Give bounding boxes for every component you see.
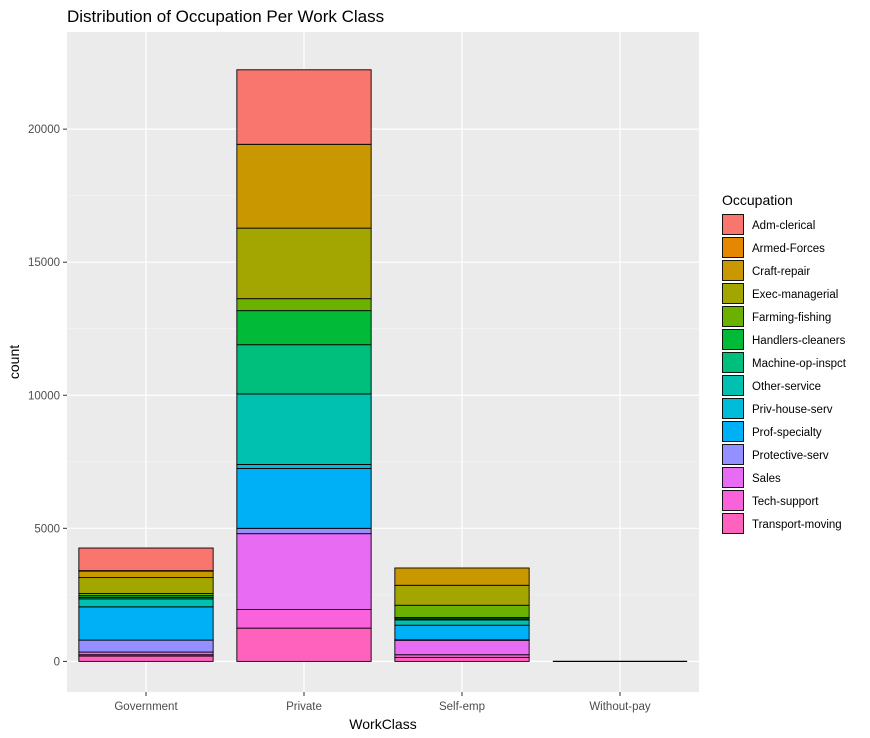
- bar-segment-sales: [394, 639, 530, 656]
- bar-segment-handlers-cleaners: [236, 310, 372, 346]
- x-axis: Government Private Self-emp Without-pay: [114, 692, 651, 713]
- legend: Occupation Adm-clerical Armed-Forces Craft…: [722, 192, 847, 534]
- legend-swatch: [722, 260, 744, 281]
- legend-label: Protective-serv: [752, 450, 829, 462]
- legend-label: Prof-specialty: [752, 427, 822, 439]
- bar-segment-other-service: [236, 393, 372, 465]
- x-tick-label: Government: [114, 701, 178, 713]
- legend-label: Armed-Forces: [752, 243, 825, 255]
- bar-segment-transport-moving: [394, 656, 530, 662]
- y-tick-label: 5000: [34, 523, 60, 535]
- legend-swatch: [722, 214, 744, 235]
- bar-segment-sales: [236, 533, 372, 610]
- legend-label: Exec-managerial: [752, 289, 838, 301]
- y-tick-label: 15000: [28, 257, 60, 269]
- bar-segment-adm-clerical: [236, 69, 372, 145]
- legend-swatch: [722, 375, 744, 396]
- legend-label: Farming-fishing: [752, 312, 831, 324]
- x-tick-label: Private: [286, 701, 322, 713]
- legend-label: Transport-moving: [752, 519, 842, 531]
- y-axis: 0 5000 10000 15000 20000: [28, 124, 67, 668]
- bar-segment-adm-clerical: [78, 547, 214, 572]
- bar-segment-craft-repair: [394, 567, 530, 586]
- bar-segment-protective-serv: [236, 527, 372, 535]
- legend-swatch: [722, 421, 744, 442]
- legend-swatch: [722, 237, 744, 258]
- bar-segment-transport-moving: [78, 655, 214, 662]
- legend-label: Machine-op-inspct: [752, 358, 847, 370]
- legend-swatch: [722, 467, 744, 488]
- bar-segment-craft-repair: [236, 143, 372, 229]
- bar-segment-exec-managerial: [78, 577, 214, 594]
- legend-label: Priv-house-serv: [752, 404, 833, 416]
- chart-title: Distribution of Occupation Per Work Clas…: [67, 7, 384, 26]
- x-axis-label: WorkClass: [349, 716, 416, 732]
- bar-segment-tech-support: [236, 609, 372, 629]
- bar-segment-other-service: [78, 598, 214, 608]
- x-tick-label: Without-pay: [589, 701, 651, 713]
- legend-label: Other-service: [752, 381, 821, 393]
- legend-label: Sales: [752, 473, 781, 485]
- legend-swatch: [722, 513, 744, 534]
- bar-segment-prof-specialty: [394, 624, 530, 641]
- legend-label: Craft-repair: [752, 266, 810, 278]
- legend-swatch: [722, 283, 744, 304]
- y-tick-label: 20000: [28, 124, 60, 136]
- bar-segment-farming-fishing: [394, 604, 530, 618]
- bar-segment-machine-op-inspct: [236, 344, 372, 395]
- bar-segment-exec-managerial: [236, 227, 372, 300]
- legend-label: Adm-clerical: [752, 220, 815, 232]
- bar-segment-transport-moving: [236, 627, 372, 662]
- legend-label: Tech-support: [752, 496, 819, 508]
- legend-title: Occupation: [722, 192, 793, 208]
- bars: [78, 69, 688, 662]
- bar-segment-other-service: [394, 619, 530, 626]
- bar-segment-prof-specialty: [236, 468, 372, 529]
- bar-segment-protective-serv: [78, 639, 214, 653]
- legend-swatch: [722, 352, 744, 373]
- bar-segment-farming-fishing: [236, 298, 372, 312]
- legend-swatch: [722, 490, 744, 511]
- x-tick-label: Self-emp: [439, 701, 485, 713]
- bar-segment-craft-repair: [78, 570, 214, 579]
- legend-label: Handlers-cleaners: [752, 335, 846, 347]
- legend-swatch: [722, 329, 744, 350]
- bar-segment-prof-specialty: [78, 606, 214, 641]
- y-axis-label: count: [6, 345, 22, 379]
- legend-swatch: [722, 398, 744, 419]
- y-tick-label: 10000: [28, 390, 60, 402]
- bar-segment-priv-house-serv: [236, 464, 372, 469]
- bar-segment-exec-managerial: [394, 584, 530, 606]
- legend-swatch: [722, 306, 744, 327]
- legend-swatch: [722, 444, 744, 465]
- y-tick-label: 0: [54, 656, 60, 668]
